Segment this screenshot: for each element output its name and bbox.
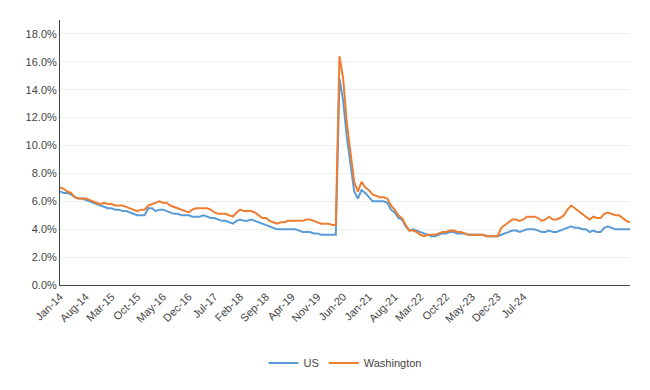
svg-text:Nov-19: Nov-19 xyxy=(289,291,323,325)
svg-text:Jan-14: Jan-14 xyxy=(33,291,65,323)
svg-text:Jan-21: Jan-21 xyxy=(342,291,374,323)
svg-text:14.0%: 14.0% xyxy=(26,84,57,96)
svg-text:8.0%: 8.0% xyxy=(32,167,57,179)
svg-text:Sep-18: Sep-18 xyxy=(238,291,272,325)
svg-text:Feb-18: Feb-18 xyxy=(212,291,245,324)
svg-text:18.0%: 18.0% xyxy=(26,28,57,40)
svg-text:Oct-22: Oct-22 xyxy=(420,291,452,323)
svg-text:US: US xyxy=(304,357,319,369)
svg-text:Mar-22: Mar-22 xyxy=(393,291,426,324)
svg-text:Mar-15: Mar-15 xyxy=(84,291,117,324)
svg-text:Apr-19: Apr-19 xyxy=(265,291,297,323)
svg-text:16.0%: 16.0% xyxy=(26,56,57,68)
svg-text:Jul-17: Jul-17 xyxy=(190,291,220,321)
svg-text:Jun-20: Jun-20 xyxy=(316,291,348,323)
svg-text:12.0%: 12.0% xyxy=(26,111,57,123)
svg-text:Washington: Washington xyxy=(364,357,422,369)
svg-text:May-23: May-23 xyxy=(443,291,477,325)
svg-text:10.0%: 10.0% xyxy=(26,139,57,151)
svg-text:Jul-24: Jul-24 xyxy=(499,291,529,321)
svg-text:4.0%: 4.0% xyxy=(32,223,57,235)
svg-text:May-16: May-16 xyxy=(134,291,168,325)
svg-text:Aug-21: Aug-21 xyxy=(366,291,400,325)
svg-text:Dec-16: Dec-16 xyxy=(160,291,194,325)
svg-text:Oct-15: Oct-15 xyxy=(111,291,143,323)
svg-text:6.0%: 6.0% xyxy=(32,195,57,207)
svg-text:2.0%: 2.0% xyxy=(32,251,57,263)
svg-text:0.0%: 0.0% xyxy=(32,279,57,291)
svg-text:Aug-14: Aug-14 xyxy=(57,291,91,325)
svg-text:Dec-23: Dec-23 xyxy=(469,291,503,325)
